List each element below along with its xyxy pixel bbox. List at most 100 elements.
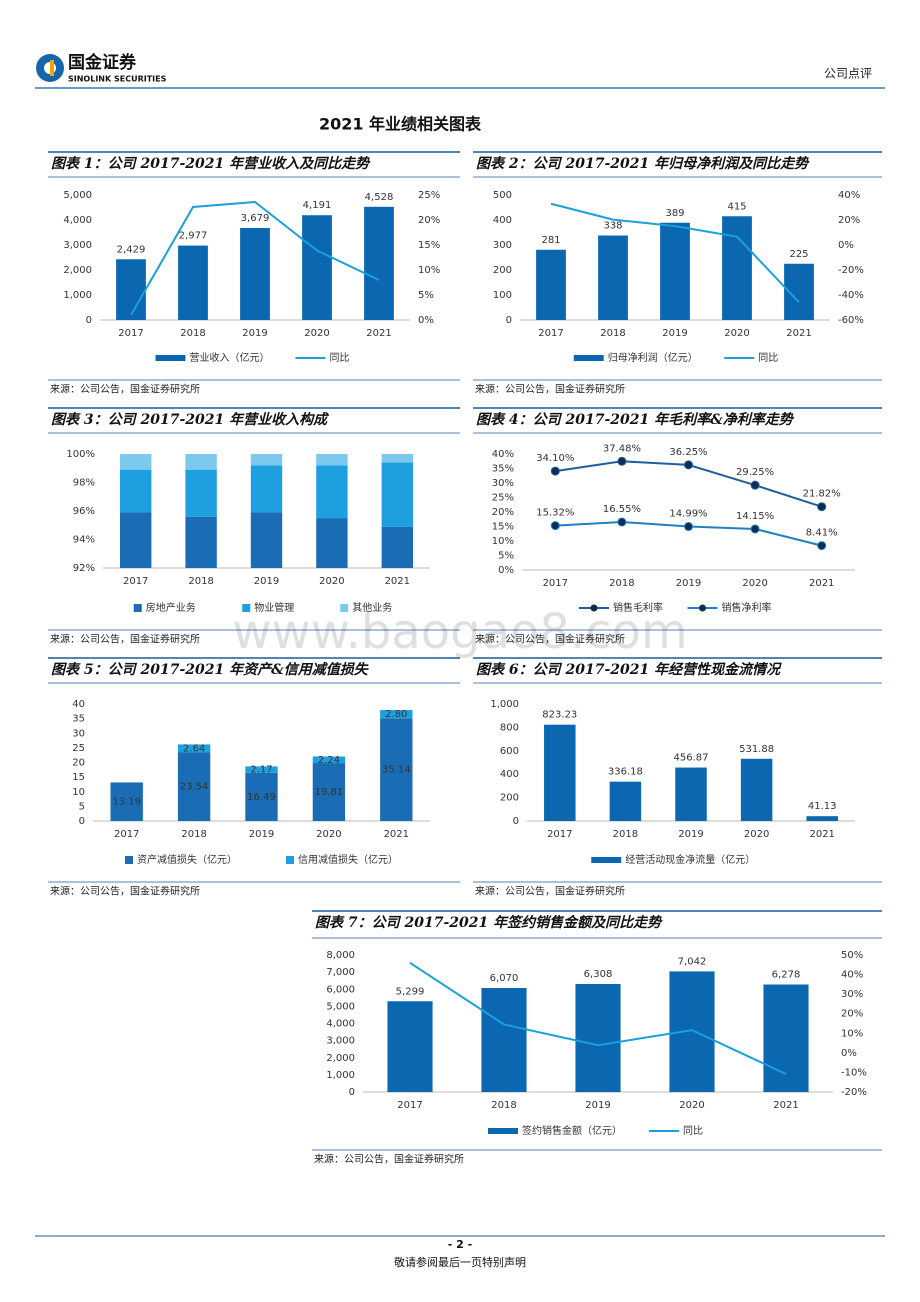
bar [178, 245, 208, 320]
bar [481, 988, 527, 1092]
bar-segment [245, 772, 278, 821]
y2-tick-label: -20% [838, 265, 864, 276]
figure-source: 来源：公司公告，国金证券研究所 [50, 633, 200, 646]
data-label: 4,191 [303, 200, 332, 211]
y-tick-label: 200 [500, 793, 519, 804]
line-marker [617, 517, 627, 527]
legend-swatch [340, 604, 349, 612]
x-tick-label: 2020 [744, 829, 769, 840]
bar [240, 228, 270, 320]
data-label: 281 [541, 235, 560, 246]
figure-source: 来源：公司公告，国金证券研究所 [314, 1153, 464, 1166]
y-tick-label: 2,000 [63, 265, 92, 276]
x-tick-label: 2017 [123, 576, 148, 587]
x-tick-label: 2017 [397, 1100, 422, 1111]
y-tick-label: 200 [493, 265, 512, 276]
y-tick-label: 25% [492, 493, 514, 504]
data-label: 5,299 [396, 986, 425, 997]
x-tick-label: 2017 [547, 829, 572, 840]
legend-label: 签约销售金额（亿元） [522, 1124, 622, 1137]
x-tick-label: 2021 [384, 829, 409, 840]
bar-segment [381, 462, 413, 527]
x-tick-label: 2021 [366, 328, 391, 339]
y-tick-label: 4,000 [326, 1019, 355, 1030]
line-marker [750, 524, 760, 534]
legend-marker [699, 604, 706, 612]
bar [598, 235, 628, 320]
figure-source: 来源：公司公告，国金证券研究所 [475, 383, 625, 396]
bar-segment [185, 454, 217, 470]
y-tick-label: 15% [492, 522, 514, 533]
line-series [130, 200, 380, 316]
y-tick-label: 0 [506, 315, 512, 326]
x-tick-label: 2021 [809, 578, 834, 589]
x-tick-label: 2018 [600, 328, 625, 339]
x-tick-label: 2019 [662, 328, 687, 339]
y-tick-label: 10 [72, 787, 85, 798]
y2-tick-label: 40% [841, 970, 863, 981]
y-tick-label: 400 [500, 769, 519, 780]
x-tick-label: 2017 [118, 328, 143, 339]
y-tick-label: 40 [72, 699, 85, 710]
legend-label: 房地产业务 [146, 601, 196, 614]
legend-label: 同比 [683, 1125, 703, 1137]
line-series [409, 961, 787, 1075]
y-tick-label: 3,000 [326, 1036, 355, 1047]
bar-segment [177, 744, 211, 753]
y-tick-label: 35 [72, 714, 85, 725]
watermark: www.baogao8.com [232, 604, 687, 660]
y2-tick-label: 20% [418, 215, 440, 226]
x-tick-label: 2020 [679, 1100, 704, 1111]
data-label: 16.55% [603, 504, 641, 515]
x-tick-label: 2020 [304, 328, 329, 339]
y2-tick-label: 20% [838, 215, 860, 226]
y2-tick-label: 15% [418, 240, 440, 251]
y2-tick-label: -60% [838, 315, 864, 326]
y2-tick-label: 0% [418, 315, 434, 326]
bar-segment [250, 465, 283, 513]
y-tick-label: 100 [493, 290, 512, 301]
bar [660, 222, 690, 320]
y-tick-label: 0 [79, 816, 85, 827]
y-tick-label: 2,000 [326, 1053, 355, 1064]
bar [302, 215, 332, 320]
x-tick-label: 2017 [114, 829, 139, 840]
data-label: 16.49 [247, 792, 276, 803]
disclaimer: 敬请参阅最后一页特别声明 [394, 1255, 526, 1269]
legend-label: 资产减值损失（亿元） [137, 853, 237, 866]
bar-segment [312, 763, 346, 821]
line-marker [617, 456, 627, 466]
x-tick-label: 2017 [543, 578, 568, 589]
legend-label: 销售净利率 [722, 601, 772, 614]
data-label: 4,528 [365, 192, 394, 203]
bar [116, 259, 146, 320]
legend-swatch [286, 856, 294, 864]
data-label: 389 [665, 208, 684, 219]
bar-segment [177, 752, 211, 821]
data-label: 336.18 [608, 767, 643, 778]
x-tick-label: 2019 [242, 328, 267, 339]
line-marker [550, 521, 560, 531]
y-tick-label: 30 [72, 728, 85, 739]
figure-source: 来源：公司公告，国金证券研究所 [50, 383, 200, 396]
y2-tick-label: -10% [841, 1067, 867, 1078]
data-label: 14.99% [669, 509, 707, 520]
data-label: 14.15% [736, 511, 774, 522]
legend-swatch [573, 355, 604, 361]
data-label: 823.23 [542, 710, 577, 721]
legend-swatch [242, 604, 251, 612]
bar-segment [316, 518, 348, 568]
bar-segment [120, 512, 152, 568]
x-tick-label: 2021 [809, 829, 834, 840]
data-label: 34.10% [536, 453, 574, 464]
bar [609, 781, 642, 821]
y-tick-label: 7,000 [326, 967, 355, 978]
y2-tick-label: -40% [838, 290, 864, 301]
bar-segment [380, 710, 413, 719]
legend-label: 信用减值损失（亿元） [298, 853, 398, 866]
bar-segment [316, 454, 348, 466]
figure-title: 图表 6：公司 2017-2021 年经营性现金流情况 [476, 661, 782, 678]
y-tick-label: 1,000 [326, 1070, 355, 1081]
x-tick-label: 2020 [319, 576, 344, 587]
y-tick-label: 0 [349, 1087, 355, 1098]
